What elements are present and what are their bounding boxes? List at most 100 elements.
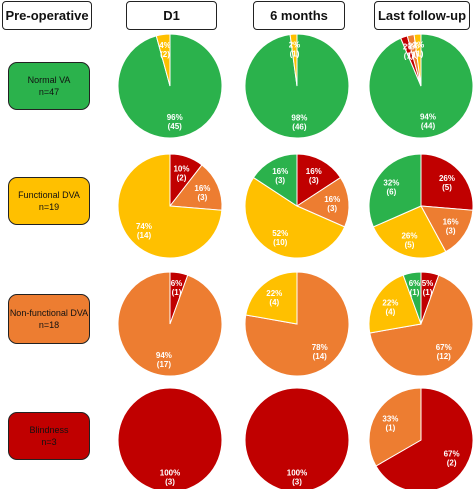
slice-percent-label: 74% [136,222,152,231]
pie-slice-yellow [413,33,422,87]
row-label-title: Normal VA [27,75,71,85]
slice-percent-label: 26% [401,231,417,240]
slice-count-label: (4) [386,307,396,316]
pie-chart: 100%(3) [244,387,350,489]
slice-count-label: (12) [437,352,452,361]
row-label-n: n=18 [38,320,60,330]
row-label-n: n=3 [41,437,57,447]
slice-percent-label: 94% [420,113,436,122]
pie-slice-orange [420,205,474,253]
slice-percent-label: 52% [272,229,288,238]
slice-percent-label: 16% [194,184,210,193]
pie-chart: 98%(46) 2%(1) [244,33,350,139]
slice-count-label: (17) [157,360,172,369]
pie-slice-yellow [244,176,346,259]
row-label-title: Non-functional DVA [9,308,89,318]
slice-count-label: (1) [410,288,420,297]
slice-percent-label: 6% [171,279,183,288]
header-d1: D1 [126,1,217,30]
row-label-n: n=47 [38,87,60,97]
slice-count-label: (1) [423,288,433,297]
slice-count-label: (14) [137,231,152,240]
slice-count-label: (14) [313,352,328,361]
slice-count-label: (1) [290,50,300,59]
slice-count-label: (3) [292,477,302,486]
slice-percent-label: 26% [439,174,455,183]
slice-percent-label: 32% [383,179,399,188]
row-label-non-functional-dva: Non-functional DVA n=18 [8,294,90,344]
slice-count-label: (10) [273,238,288,247]
slice-count-label: (2) [177,174,187,183]
pie-chart: 10%(2) 16%(3) 74%(14) [117,153,223,259]
pie-slice-orange [117,271,223,377]
slice-percent-label: 4% [159,41,171,50]
slice-count-label: (3) [275,176,285,185]
pie-chart: 67%(2) 33%(1) [368,387,474,489]
slice-percent-label: 67% [436,343,452,352]
pie-chart: 26%(5)16%(3)26%(5)32%(6) [368,153,474,259]
slice-percent-label: 16% [306,167,322,176]
header-preoperative: Pre-operative [2,1,92,30]
slice-percent-label: 100% [287,468,307,477]
slice-count-label: (3) [309,176,319,185]
slice-count-label: (6) [387,188,397,197]
slice-percent-label: 6% [409,279,421,288]
slice-percent-label: 22% [382,298,398,307]
pie-slice-green [402,271,422,325]
slice-percent-label: 5% [422,279,434,288]
slice-percent-label: 100% [160,468,180,477]
slice-count-label: (5) [405,240,415,249]
pie-slice-orange [169,164,223,211]
row-label-title: Functional DVA [18,190,80,200]
header-6-months: 6 months [253,1,345,30]
pie-slice-orange [295,176,350,228]
pie-chart: 96%(45) 4%(2) [117,33,223,139]
row-label-blindness: Blindness n=3 [8,412,90,460]
header-last-follow-up: Last follow-up [374,1,470,30]
pie-slice-red [296,153,342,207]
slice-percent-label: 33% [382,414,398,423]
pie-slice-green [368,153,422,228]
pie-slice-yellow [245,271,298,325]
slice-percent-label: 22% [266,289,282,298]
slice-count-label: (2) [447,459,457,468]
pie-slice-red [117,387,223,489]
pie-slice-orange [369,274,474,377]
slice-count-label: (3) [165,477,175,486]
slice-percent-label: 16% [443,217,459,226]
row-label-normal-va: Normal VA n=47 [8,62,90,110]
pie-slice-yellow [289,33,298,87]
row-label-functional-dva: Functional DVA n=19 [8,177,90,225]
pie-slice-yellow [155,33,171,87]
pie-slice-yellow [117,153,223,259]
slice-count-label: (1) [409,50,419,59]
row-label-title: Blindness [29,425,69,435]
slice-count-label: (3) [198,193,208,202]
row-label-n: n=19 [38,202,60,212]
slice-count-label: (5) [442,183,452,192]
slice-count-label: (46) [292,122,307,131]
slice-count-label: (3) [327,204,337,213]
slice-count-label: (45) [168,122,183,131]
slice-percent-label: 98% [291,113,307,122]
slice-count-label: (2) [160,50,170,59]
pie-chart: 16%(3)16%(3)52%(10)16%(3) [244,153,350,259]
pie-slice-red [420,153,474,211]
slice-count-label: (1) [172,288,182,297]
slice-count-label: (1) [414,50,424,59]
pie-chart: 94%(44)2%(1)2%(1)2%(1) [368,33,474,139]
slice-percent-label: 94% [156,351,172,360]
slice-percent-label: 2% [408,41,420,50]
slice-percent-label: 2% [289,41,301,50]
slice-percent-label: 78% [312,343,328,352]
slice-percent-label: 16% [272,167,288,176]
slice-percent-label: 96% [167,113,183,122]
pie-chart: 100%(3) [117,387,223,489]
slice-percent-label: 16% [324,195,340,204]
pie-slice-red [375,387,474,489]
pie-chart: 78%(14) 22%(4) [244,271,350,377]
pie-slice-red [244,387,350,489]
slice-count-label: (1) [404,52,414,61]
slice-count-label: (44) [421,122,436,131]
pie-chart: 5%(1) 67%(12) 22%(4) 6%(1) [368,271,474,377]
